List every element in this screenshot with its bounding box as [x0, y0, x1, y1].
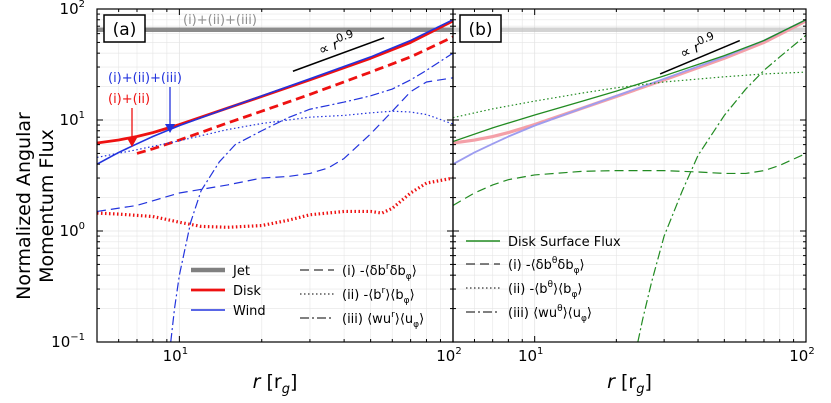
legend-label-term-2: (ii) -⟨br⟩⟨bφ⟩ — [342, 286, 415, 306]
series-line-disk-i- — [136, 35, 453, 155]
legend-components: Jet Disk Wind — [191, 264, 266, 319]
series-line-disk-ii- — [97, 176, 453, 229]
wind-total-label: (i)+(ii)+(iii) — [108, 71, 182, 86]
disk-arrow-head — [127, 138, 137, 147]
legend-label-term-1: (i) -⟨δbθδbφ⟩ — [508, 256, 585, 276]
panel-label-text: (a) — [113, 20, 137, 40]
panel-a: ∝ r0.9 101 102 10−1 100 101 102 r [rg] (a) Jet Dis… — [51, 0, 462, 397]
legend-label-term-1: (i) -⟨δbrδbφ⟩ — [342, 262, 417, 282]
panel-label: (b) — [459, 14, 502, 43]
y-axis-label-line2: Momentum Flux — [36, 129, 58, 283]
x-axis-label: r [rg] — [253, 371, 298, 397]
annotations: (i)+(ii)+(iii) (i)+(ii)+(iii) (i)+(ii) — [108, 13, 257, 147]
legend-label-term-3: (iii) ⟨wuθ⟩⟨uφ⟩ — [508, 304, 592, 324]
panel-b: ∝ r0.9 101 102 r [rg] (b) Disk Surface Flux (i… — [452, 8, 815, 397]
x-tick-label: 102 — [436, 346, 461, 365]
grid-(b) — [453, 9, 806, 342]
series-group — [97, 19, 453, 342]
powerlaw-guide-line — [292, 37, 385, 72]
series-line-disk-surface-flux-i- — [453, 152, 806, 206]
legend-terms: (i) -⟨δbrδbφ⟩ (ii) -⟨br⟩⟨bφ⟩ (iii) ⟨wur⟩⟨u… — [300, 262, 424, 330]
legend-label-wind: Wind — [233, 304, 266, 319]
series-line-wind-ii- — [97, 110, 453, 159]
legend-components: Disk Surface Flux — [466, 235, 621, 250]
legend-label-jet: Jet — [232, 264, 250, 279]
legend-label-term-3: (iii) ⟨wur⟩⟨uφ⟩ — [342, 310, 424, 330]
y-axis-label: Normalized Angular Momentum Flux — [13, 112, 58, 300]
series-line-wind-total-faded- — [453, 18, 806, 165]
powerlaw-label: ∝ r0.9 — [315, 27, 357, 59]
disk-partial-label: (i)+(ii) — [108, 92, 150, 107]
y-tick-label: 101 — [60, 110, 85, 129]
wind-arrow-head — [165, 124, 175, 133]
series-line-disk-surface-flux-ii- — [453, 71, 806, 119]
y-axis-label-line1: Normalized Angular — [13, 112, 35, 300]
series-line-disk-surface-flux-total — [453, 19, 806, 143]
panel-label-box — [103, 14, 146, 43]
legend-label-disk: Disk — [233, 284, 261, 299]
legend-terms: (i) -⟨δbθδbφ⟩ (ii) -⟨bθ⟩⟨bφ⟩ (iii) ⟨wuθ⟩⟨u… — [466, 256, 592, 324]
powerlaw-label: ∝ r0.9 — [676, 29, 719, 62]
legend-label-term-2: (ii) -⟨bθ⟩⟨bφ⟩ — [508, 280, 582, 300]
y-tick-label: 102 — [60, 0, 85, 18]
series-group — [453, 18, 806, 342]
panel-label-box — [459, 14, 502, 43]
series-line-wind-total-i-ii-iii- — [97, 19, 453, 165]
grid-(a) — [97, 9, 453, 342]
series-line-disk-surface-flux-iii- — [637, 34, 806, 342]
jet-total-label: (i)+(ii)+(iii) — [183, 13, 257, 28]
x-tick-label: 101 — [518, 346, 543, 365]
ticks — [452, 8, 807, 343]
legend-label-disk-surface-flux: Disk Surface Flux — [508, 235, 621, 250]
y-tick-label: 10−1 — [51, 332, 85, 351]
y-tick-label: 100 — [60, 221, 85, 240]
powerlaw-guide-line — [659, 39, 741, 75]
x-tick-label: 101 — [163, 346, 188, 365]
axes-frame — [452, 8, 807, 343]
series-line-wind-i- — [97, 77, 453, 213]
x-tick-label: 102 — [789, 346, 814, 365]
panel-label-text: (b) — [468, 20, 492, 40]
x-axis-label: r [rg] — [607, 371, 652, 397]
panel-label: (a) — [103, 14, 146, 43]
series-line-wind-iii- — [170, 52, 453, 342]
